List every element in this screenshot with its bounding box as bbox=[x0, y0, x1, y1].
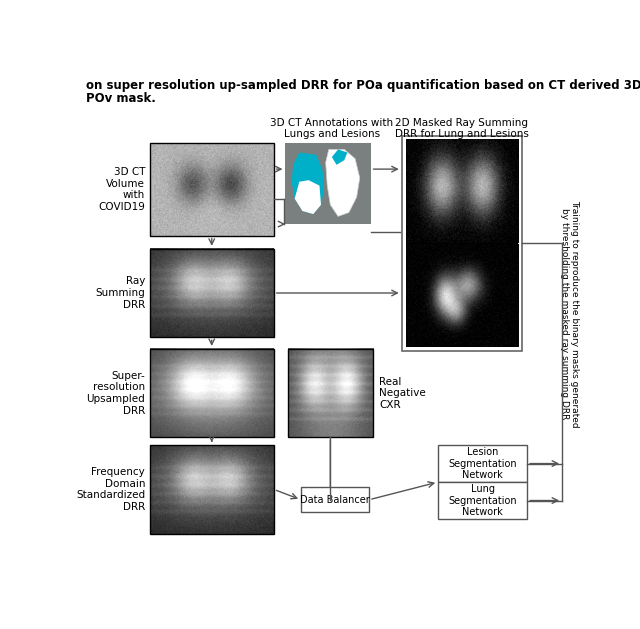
Text: Training to reproduce the binary masks generated
by thresholding the masked ray : Training to reproduce the binary masks g… bbox=[560, 201, 579, 428]
Text: Lesion
Segmentation
Network: Lesion Segmentation Network bbox=[448, 447, 517, 480]
Polygon shape bbox=[292, 152, 324, 214]
Bar bbox=[402, 135, 522, 351]
Bar bbox=[150, 143, 274, 236]
Text: 2D Masked Ray Summing
DRR for Lung and Lesions: 2D Masked Ray Summing DRR for Lung and L… bbox=[395, 118, 529, 140]
Text: Super-
resolution
Upsampled
DRR: Super- resolution Upsampled DRR bbox=[86, 370, 145, 416]
Text: Data Balancer: Data Balancer bbox=[300, 495, 370, 504]
Bar bbox=[285, 143, 371, 224]
Bar bbox=[438, 445, 527, 482]
Bar bbox=[406, 245, 518, 347]
Bar bbox=[406, 140, 518, 347]
Bar bbox=[406, 140, 518, 243]
Text: POv mask.: POv mask. bbox=[86, 92, 156, 104]
Text: on super resolution up-sampled DRR for POa quantification based on CT derived 3D: on super resolution up-sampled DRR for P… bbox=[86, 79, 640, 92]
Polygon shape bbox=[332, 150, 348, 165]
Text: Real
Negative
CXR: Real Negative CXR bbox=[379, 377, 426, 409]
Bar bbox=[301, 487, 369, 512]
Text: Lung
Segmentation
Network: Lung Segmentation Network bbox=[448, 484, 517, 517]
Text: 3D CT
Volume
with
COVID19: 3D CT Volume with COVID19 bbox=[98, 167, 145, 212]
Bar bbox=[288, 349, 373, 437]
Bar bbox=[150, 248, 274, 337]
Text: Ray
Summing
DRR: Ray Summing DRR bbox=[95, 276, 145, 309]
Text: 3D CT Annotations with
Lungs and Lesions: 3D CT Annotations with Lungs and Lesions bbox=[270, 118, 394, 140]
Bar bbox=[438, 482, 527, 519]
Text: Frequency
Domain
Standardized
DRR: Frequency Domain Standardized DRR bbox=[76, 467, 145, 512]
Polygon shape bbox=[326, 150, 360, 216]
Bar bbox=[150, 445, 274, 533]
Bar bbox=[150, 349, 274, 437]
Polygon shape bbox=[294, 180, 321, 214]
